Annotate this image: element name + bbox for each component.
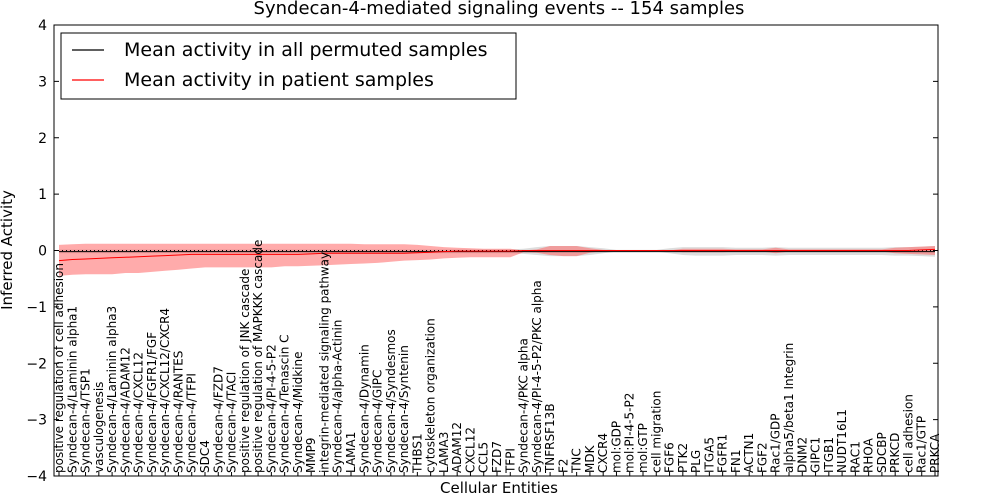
x-tick-label: mol:GDP [610,421,624,473]
x-tick-label: FGF6 [663,442,677,473]
x-tick-label: Syndecan-4/Tenascin C [278,334,292,473]
lines-layer [58,248,936,262]
x-tick-label: FGFR1 [716,434,730,473]
bands-layer [54,243,938,276]
x-tick-label: Syndecan-4/FGFR1/FGF [145,332,159,473]
x-tick-label: Syndecan-4/PI-4-5-P2 [264,344,278,473]
x-tick-label: Rac1/GDP [769,413,783,472]
x-tick-label: Syndecan-4/TFPI [185,373,199,473]
x-tick-label: Syndecan-4/PKC alpha [517,338,531,473]
y-tick-label: −2 [26,356,47,372]
x-tick-label: Rac1/GTP [915,416,929,473]
y-tick-label: −1 [26,300,47,316]
y-axis: −4 −3 −2 −1 0 1 2 3 4 [26,18,938,485]
x-tick-label: Syndecan-4/Laminin alpha3 [105,306,119,473]
x-tick-label: PRKCD [888,433,902,473]
x-tick-label: CXCL12 [464,427,478,473]
x-tick-label: Syndecan-4/FZD7 [211,366,225,473]
x-tick-label: LAMA3 [437,432,451,473]
x-tick-label: PRKCA [928,433,942,473]
x-tick-label: DNM2 [795,437,809,473]
x-tick-label: PTK2 [676,443,690,473]
x-tick-label: mol:GTP [636,423,650,473]
patient-mean-line [58,248,936,262]
x-tick-label: integrin-mediated signaling pathway [318,252,332,473]
legend: Mean activity in all permuted samples Me… [60,32,517,100]
x-tick-label: ADAM12 [450,422,464,473]
y-tick-label: −4 [26,469,47,485]
x-tick-label: ITGA5 [702,437,716,473]
x-tick-label: CXCR4 [596,433,610,473]
x-tick-label: PLG [689,450,703,473]
x-tick-label: FZD7 [490,441,504,473]
x-tick-label: Syndecan-4/Midkine [291,352,305,473]
x-tick-label: positive regulation of cell adhesion [52,263,66,473]
y-axis-label: Inferred Activity [0,190,16,310]
x-tick-label: Syndecan-4/GIPC [371,370,385,473]
legend-label-permuted: Mean activity in all permuted samples [124,39,487,61]
x-tick-label: Syndecan-4/TACI [225,372,239,473]
x-tick-label: TNFRSF13B [543,403,557,474]
x-tick-label: Syndecan-4/CXCL12 [132,352,146,473]
x-tick-label: Syndecan-4/ADAM12 [118,347,132,473]
x-tick-label: GIPC1 [809,437,823,473]
x-tick-label: MDK [583,444,597,473]
x-tick-label: mol:PI-4-5-P2 [623,393,637,473]
legend-box [60,32,517,100]
x-tick-label: MMP9 [304,437,318,473]
x-tick-label: Syndecan-4/alpha-Actinin [331,320,345,473]
x-tick-label: SDCBP [875,432,889,473]
y-tick-label: 2 [38,131,47,147]
legend-label-patient: Mean activity in patient samples [124,69,434,91]
x-tick-label: positive regulation of MAPKKK cascade [251,240,265,473]
x-axis: positive regulation of cell adhesion Synd… [52,240,942,476]
x-tick-label: LAMA1 [344,432,358,473]
x-tick-label: vasculogenesis [92,382,106,473]
x-tick-label: Syndecan-4/Syndesmos [384,329,398,473]
x-tick-label: ACTN1 [742,433,756,473]
x-tick-label: RAC1 [848,441,862,473]
x-tick-label: Syndecan-4/CXCL12/CXCR4 [158,308,172,473]
y-tick-label: 4 [38,18,47,34]
y-tick-label: 0 [38,244,47,260]
x-tick-label: NUDT16L1 [835,409,849,473]
y-tick-label: 3 [38,74,47,90]
x-tick-label: Syndecan-4/Laminin alpha1 [65,306,79,473]
x-tick-label: TNC [570,448,584,474]
x-tick-label: ITGB1 [822,437,836,473]
x-tick-label: Syndecan-4/Dynamin [357,344,371,473]
x-tick-label: CCL5 [477,442,491,473]
x-tick-label: alpha5/beta1 Integrin [782,343,796,473]
chart-title: Syndecan-4-mediated signaling events -- … [254,0,745,19]
y-tick-label: 1 [38,187,47,203]
x-tick-label: positive regulation of JNK cascade [238,269,252,473]
x-tick-label: FN1 [729,449,743,473]
x-tick-label: RHOA [862,437,876,473]
x-tick-label: FGF2 [756,442,770,473]
x-tick-label: cell migration [649,391,663,473]
x-tick-label: Syndecan-4/Syntenin [397,345,411,473]
x-tick-label: cell adhesion [902,394,916,473]
y-tick-label: −3 [26,413,47,429]
x-tick-label: SDC4 [198,440,212,473]
x-tick-label: Syndecan-4/RANTES [172,351,186,473]
x-tick-label: Syndecan-4/TSP1 [79,368,93,473]
x-tick-label: Syndecan-4/PI-4-5-P2/PKC alpha [530,280,544,473]
x-tick-label: THBS1 [410,433,424,474]
x-tick-label: TFPI [503,448,517,474]
x-axis-label: Cellular Entities [440,479,558,497]
x-tick-label: cytoskeleton organization [424,318,438,473]
x-tick-label: F2 [556,458,570,473]
